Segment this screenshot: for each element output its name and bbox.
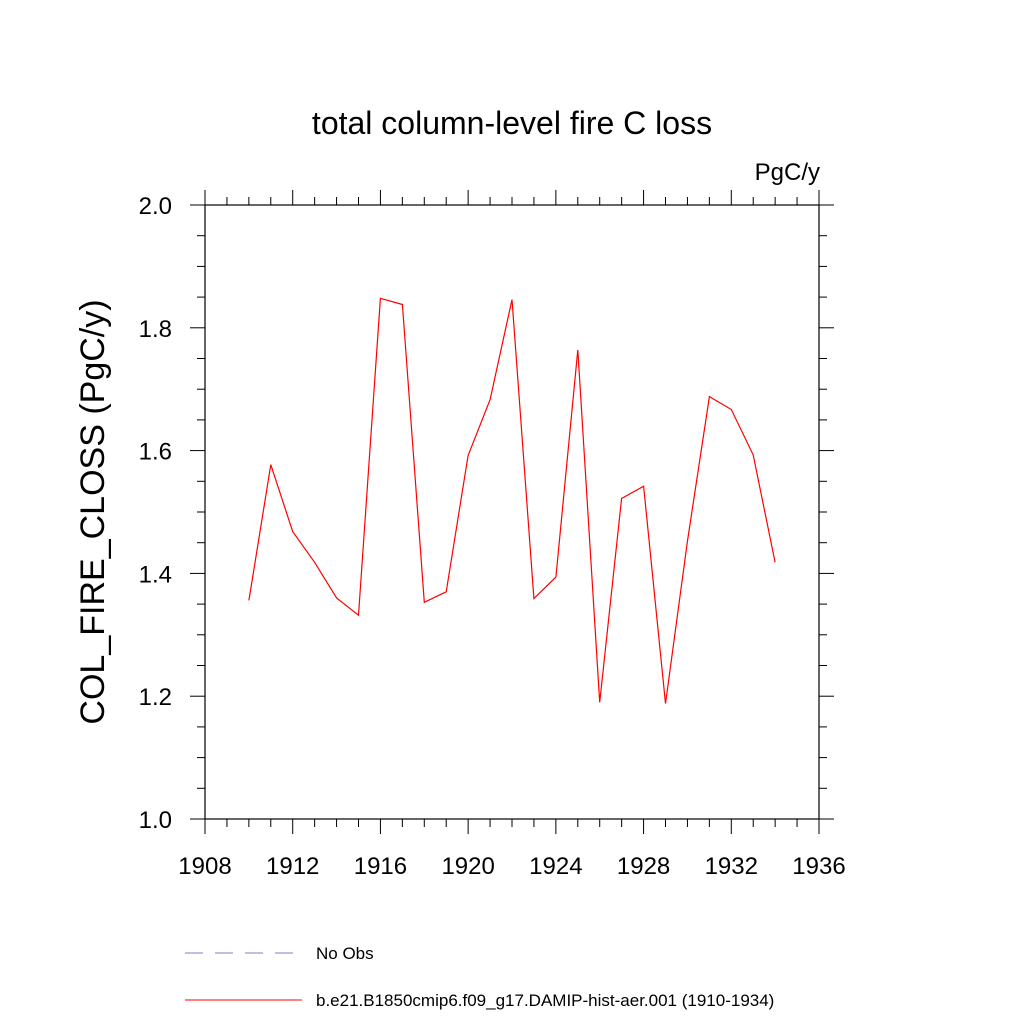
x-axis-ticks: 1908 1912 1916 1920 1924 1928 1932 1936 bbox=[178, 190, 846, 880]
chart-title: total column-level fire C loss bbox=[312, 105, 712, 141]
y-tick-label: 2.0 bbox=[139, 193, 172, 220]
x-tick-label: 1912 bbox=[266, 853, 319, 880]
y-axis-ticks: 1.0 1.2 1.4 1.6 1.8 2.0 bbox=[139, 193, 834, 834]
series-layer bbox=[248, 297, 776, 704]
x-tick-label: 1908 bbox=[178, 853, 231, 880]
y-tick-label: 1.8 bbox=[139, 316, 172, 343]
legend-label: b.e21.B1850cmip6.f09_g17.DAMIP-hist-aer.… bbox=[316, 991, 774, 1010]
y-tick-label: 1.0 bbox=[139, 807, 172, 834]
x-tick-label: 1928 bbox=[617, 853, 670, 880]
series-line-1 bbox=[248, 297, 776, 704]
y-tick-label: 1.2 bbox=[139, 684, 172, 711]
units-label: PgC/y bbox=[755, 159, 820, 186]
y-tick-label: 1.6 bbox=[139, 439, 172, 466]
x-tick-label: 1916 bbox=[354, 853, 407, 880]
legend-label: No Obs bbox=[316, 944, 374, 963]
y-axis-label: COL_FIRE_CLOSS (PgC/y) bbox=[74, 299, 112, 724]
legend: No Obs b.e21.B1850cmip6.f09_g17.DAMIP-his… bbox=[185, 944, 774, 1010]
y-tick-label: 1.4 bbox=[139, 561, 172, 588]
x-tick-label: 1920 bbox=[441, 853, 494, 880]
x-tick-label: 1932 bbox=[705, 853, 758, 880]
x-tick-label: 1936 bbox=[792, 853, 845, 880]
plot-frame bbox=[204, 204, 820, 820]
x-tick-label: 1924 bbox=[529, 853, 582, 880]
